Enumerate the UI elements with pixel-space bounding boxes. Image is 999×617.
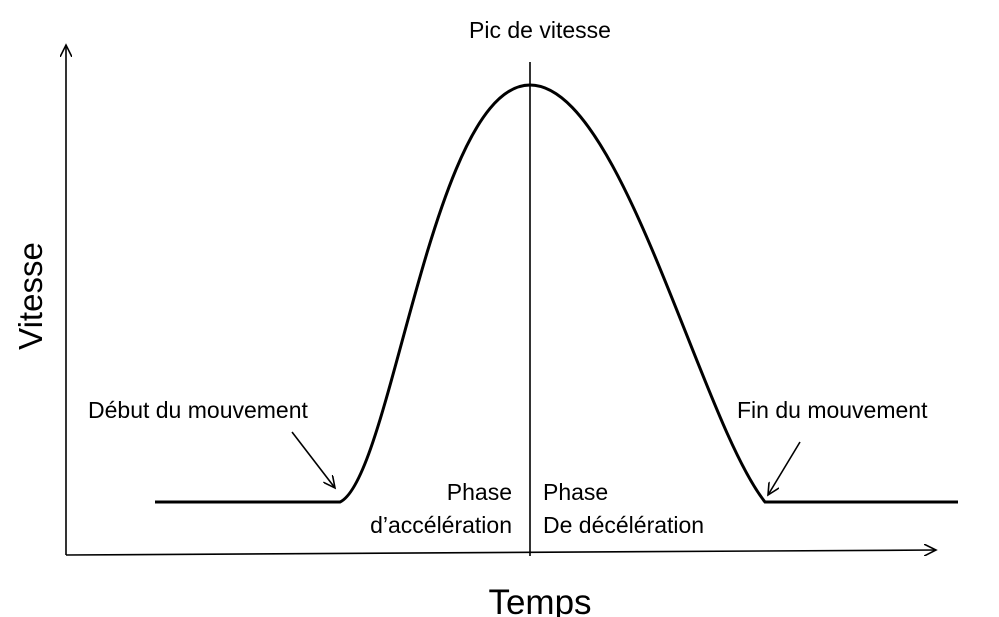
y-axis-label: Vitesse <box>12 242 49 350</box>
phase-label: d’accélération <box>370 512 512 538</box>
phase-label: De décélération <box>543 512 704 538</box>
x-axis <box>65 550 936 555</box>
start-arrow <box>291 431 335 488</box>
x-axis-label: Temps <box>488 583 591 617</box>
velocity-curve <box>155 83 958 504</box>
start-label: Début du mouvement <box>88 397 309 423</box>
end-arrow <box>768 441 801 495</box>
end-label: Fin du mouvement <box>737 397 928 423</box>
peak-label: Pic de vitesse <box>469 17 611 43</box>
phase-label: Phase <box>447 479 512 505</box>
phase-label: Phase <box>543 479 608 505</box>
